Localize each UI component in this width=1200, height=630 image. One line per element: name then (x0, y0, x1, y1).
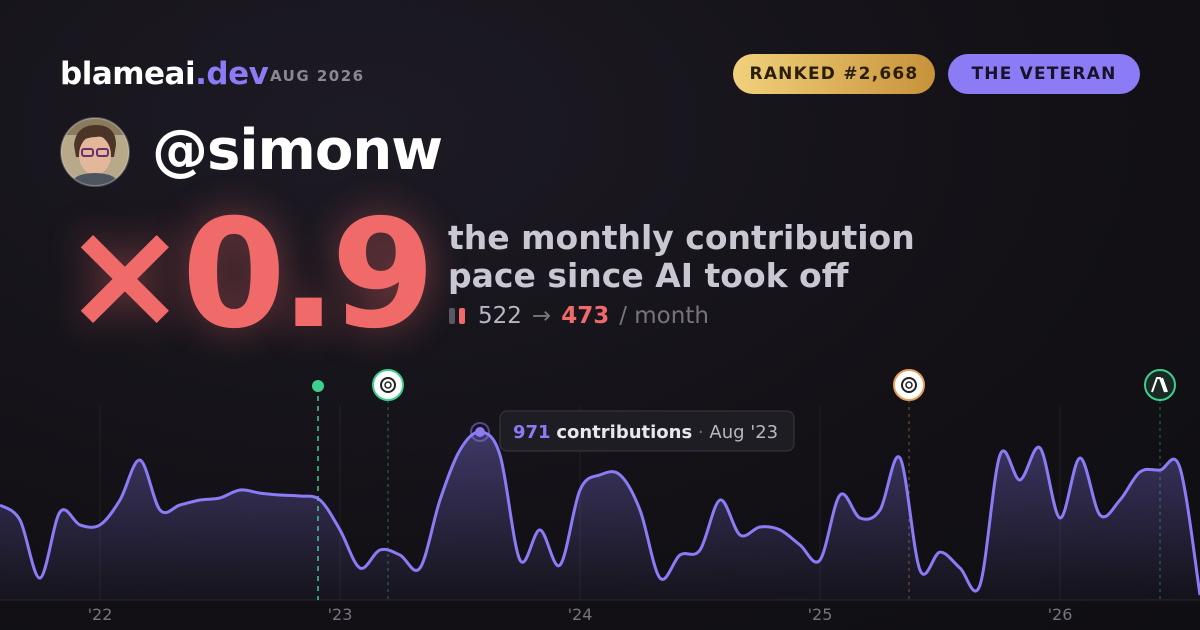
x-tick-label: '22 (88, 605, 113, 624)
x-tick-label: '23 (328, 605, 353, 624)
stats-icon (449, 308, 465, 324)
description: pace since AI took off (448, 256, 849, 295)
brand-name: blameai (60, 56, 196, 92)
highlight-point (475, 427, 485, 437)
tooltip-separator: · (698, 422, 704, 443)
area (0, 431, 1200, 600)
multiplier: ×0.9 (62, 188, 435, 362)
tooltip-value: 971 (513, 422, 551, 443)
brand-suffix: .dev (195, 56, 269, 92)
event-icon (372, 369, 404, 401)
rank-badge: RANKED #2,668 (733, 54, 935, 94)
x-tick-label: '25 (808, 605, 833, 624)
date: AUG 2026 (270, 67, 365, 85)
x-tick-label: '24 (568, 605, 593, 624)
highlight-ring (470, 422, 490, 442)
arrow: → (531, 303, 552, 329)
brand: blameai.dev (60, 56, 269, 92)
tier-badge: THE VETERAN (948, 54, 1140, 94)
line (0, 430, 1200, 596)
avatar (60, 117, 130, 187)
event-icon (893, 369, 925, 401)
unit: / month (619, 303, 709, 329)
after-value: 473 (561, 303, 610, 329)
tooltip-unit: contributions (556, 422, 692, 443)
before-value: 522 (478, 303, 522, 329)
tooltip-box (499, 410, 795, 452)
x-tick-label: '26 (1048, 605, 1073, 624)
tooltip-text: 971 contributions · Aug '23 (513, 422, 778, 443)
event-icon (1144, 369, 1176, 401)
tooltip-date: Aug '23 (709, 422, 778, 443)
event-dot (312, 380, 324, 392)
description: the monthly contribution (448, 218, 915, 257)
stats: 522 → 473 / month (448, 303, 709, 329)
tooltip: 971 contributions · Aug '23 (499, 410, 795, 452)
handle: @simonw (152, 118, 443, 183)
